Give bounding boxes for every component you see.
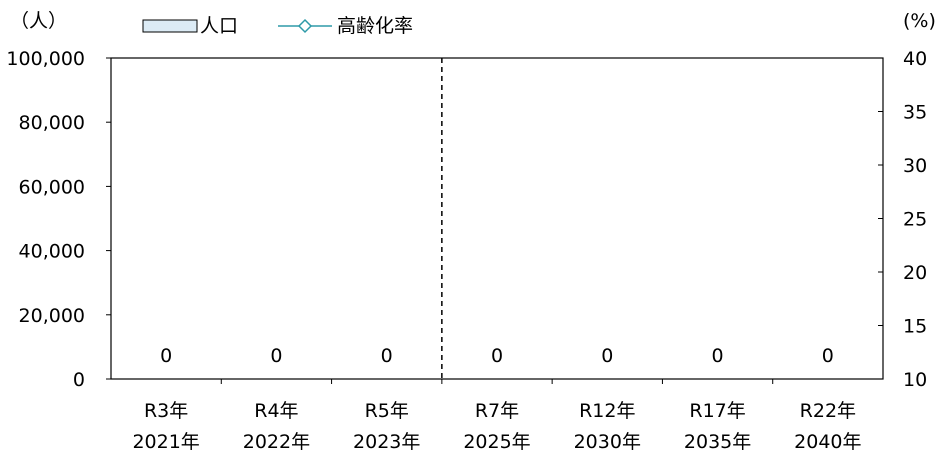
bar-data-label: 0 [160, 345, 172, 367]
category-label: R4年 [254, 400, 298, 422]
category-label: 2022年 [243, 431, 310, 453]
legend-diamond-marker [297, 18, 313, 34]
left-tick-label: 60,000 [19, 176, 85, 198]
category-label: R17年 [689, 400, 745, 422]
category-label: R22年 [800, 400, 856, 422]
category-label: R3年 [144, 400, 188, 422]
right-tick-label: 35 [903, 102, 927, 124]
category-label: 2040年 [794, 431, 861, 453]
bar-data-label: 0 [381, 345, 393, 367]
right-tick-label: 20 [903, 262, 927, 284]
x-axis: R3年 2021年 R4年 2022年 R5年 2023年 R7年 2025年 R12年 2030… [132, 379, 862, 453]
legend-bar-swatch [142, 19, 198, 33]
bar-data-label: 0 [270, 345, 282, 367]
plot-frame [110, 57, 884, 380]
left-tick-label: 0 [73, 369, 85, 391]
category-label: R5年 [365, 400, 409, 422]
category-label: R7年 [475, 400, 519, 422]
bar-data-label: 0 [491, 345, 503, 367]
bar-data-label: 0 [601, 345, 613, 367]
category-label: R12年 [579, 400, 635, 422]
legend: （人） (%) 人口 高齢化率 [10, 10, 936, 37]
left-tick-label: 40,000 [19, 241, 85, 263]
left-tick-label: 20,000 [19, 305, 85, 327]
legend-bar-label: 人口 [200, 15, 238, 37]
right-tick-label: 40 [903, 48, 927, 70]
category-label: 2023年 [353, 431, 420, 453]
right-axis-unit: (%) [903, 10, 936, 32]
bar-data-label: 0 [712, 345, 724, 367]
bar-data-label: 0 [822, 345, 834, 367]
category-label: 2035年 [684, 431, 751, 453]
legend-line-label: 高齢化率 [337, 15, 413, 37]
left-axis-unit: （人） [10, 10, 67, 32]
left-tick-label: 100,000 [6, 48, 85, 70]
right-tick-label: 15 [903, 316, 927, 338]
category-label: 2021年 [132, 431, 199, 453]
right-tick-label: 25 [903, 209, 927, 231]
right-tick-label: 30 [903, 155, 927, 177]
plot-area-border [110, 57, 884, 380]
left-axis: 0 20,000 40,000 60,000 80,000 100,000 [6, 48, 111, 391]
category-label: 2030年 [574, 431, 641, 453]
right-tick-label: 10 [903, 369, 927, 391]
left-tick-label: 80,000 [19, 112, 85, 134]
data-labels: 0 0 0 0 0 0 0 [160, 345, 834, 367]
category-label: 2025年 [463, 431, 530, 453]
right-axis: 10 15 20 25 30 35 40 [878, 48, 927, 391]
